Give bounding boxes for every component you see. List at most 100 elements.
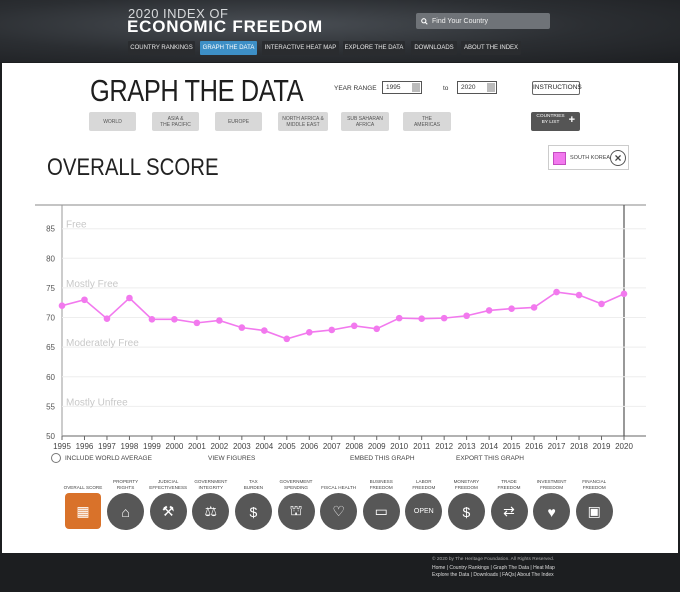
embed-graph-link[interactable]: EMBED THIS GRAPH (350, 455, 415, 462)
y-tick-label: 65 (46, 343, 55, 352)
nav-about-the-index[interactable]: ABOUT THE INDEX (461, 41, 521, 55)
safe-icon: ▣ (575, 493, 613, 530)
data-point (171, 316, 178, 323)
category-labor-freedom[interactable]: LABOR FREEDOM OPEN (402, 473, 446, 530)
line-chart: 50 55 60 65 70 75 80 85 Free Mostly Free Moderatel… (35, 204, 646, 451)
x-tick-label: 2020 (615, 442, 633, 451)
data-point (283, 335, 291, 343)
data-point (440, 314, 448, 322)
band-label: Free (66, 220, 87, 231)
category-label: GOVERNMENT SPENDING (279, 479, 313, 490)
category-label: OVERALL SCORE (63, 485, 103, 490)
category-government-integrity[interactable]: GOVERNMENT INTEGRITY ⚖ (189, 473, 233, 530)
x-tick-label: 2015 (503, 442, 521, 451)
page-title: GRAPH THE DATA (90, 73, 304, 108)
view-figures-link[interactable]: VIEW FIGURES (208, 455, 256, 462)
nav-downloads[interactable]: DOWNLOADS (411, 41, 457, 55)
category-fiscal-health[interactable]: FISCAL HEALTH ♡ (317, 473, 361, 530)
category-label: FINANCIAL FREEDOM (582, 479, 607, 490)
export-graph-link[interactable]: EXPORT THIS GRAPH (456, 455, 524, 462)
category-government-spending[interactable]: GOVERNMENT SPENDING ⛫ (274, 473, 318, 530)
x-tick-label: 1999 (143, 442, 161, 451)
x-tick-label: 2000 (166, 442, 184, 451)
data-point (418, 315, 425, 323)
chart-title: OVERALL SCORE (47, 154, 219, 181)
x-tick-label: 2003 (233, 442, 251, 451)
include-world-average-label[interactable]: INCLUDE WORLD AVERAGE (65, 455, 152, 462)
year-from-select[interactable]: 1995 (382, 81, 422, 94)
category-property-rights[interactable]: PROPERTY RIGHTS ⌂ (104, 473, 148, 530)
search-placeholder: Find Your Country (432, 17, 489, 25)
year-to-select[interactable]: 2020 (457, 81, 497, 94)
region-north-africa-middle-east[interactable]: NORTH AFRICA & MIDDLE EAST (278, 112, 328, 131)
brand-subtitle: 2020 INDEX OF (128, 6, 229, 21)
category-monetary-freedom[interactable]: MONETARY FREEDOM $ (444, 473, 488, 530)
site-header: 2020 INDEX OF ECONOMIC FREEDOM Find Your… (0, 0, 680, 62)
category-tax-burden[interactable]: TAX BURDEN $ (231, 473, 275, 530)
y-tick-label: 55 (46, 402, 55, 411)
data-point (126, 294, 133, 302)
x-tick-label: 2017 (548, 442, 566, 451)
plus-icon: + (568, 114, 575, 126)
data-point (598, 300, 605, 308)
region-the-americas[interactable]: THE AMERICAS (403, 112, 451, 131)
band-label: Moderately Free (66, 338, 139, 349)
data-point (328, 326, 336, 334)
category-label: GOVERNMENT INTEGRITY (194, 479, 228, 490)
search-input[interactable]: Find Your Country (416, 13, 550, 29)
x-tick-label: 1997 (98, 442, 116, 451)
legend-swatch (553, 152, 566, 165)
category-label: INVESTMENT FREEDOM (536, 479, 567, 490)
x-tick-label: 2012 (435, 442, 453, 451)
y-tick-label: 75 (46, 284, 55, 293)
year-range-label: YEAR RANGE (334, 85, 377, 92)
nav-country-rankings[interactable]: COUNTRY RANKINGS (128, 41, 195, 55)
category-label: MONETARY FREEDOM (453, 479, 480, 490)
data-point (148, 316, 156, 323)
region-asia-the-pacific[interactable]: ASIA & THE PACIFIC (152, 112, 199, 131)
globe-arrows-icon: ⇄ (490, 493, 528, 530)
world-average-radio[interactable] (51, 453, 61, 463)
scales-icon: ⚖ (192, 493, 230, 530)
nav-explore-the-data[interactable]: EXPLORE THE DATA (343, 41, 405, 55)
legend-country-label: SOUTH KOREA (570, 155, 611, 161)
data-point (463, 312, 470, 320)
nav-interactive-heat-map[interactable]: INTERACTIVE HEAT MAP (262, 41, 339, 55)
footer-links-row1[interactable]: Home | Country Rankings | Graph The Data… (432, 565, 555, 571)
data-point (81, 296, 88, 304)
category-financial-freedom[interactable]: FINANCIAL FREEDOM ▣ (572, 473, 616, 530)
close-icon[interactable]: × (610, 150, 626, 166)
money-bag-icon: $ (234, 493, 272, 530)
x-tick-label: 2004 (255, 442, 273, 451)
to-label: to (443, 85, 449, 92)
x-tick-label: 1996 (76, 442, 94, 451)
data-point (216, 317, 223, 324)
data-point (305, 329, 313, 336)
category-label: FISCAL HEALTH (321, 485, 357, 490)
region-sub-saharan-africa[interactable]: SUB SAHARAN AFRICA (341, 112, 389, 131)
data-point (238, 324, 246, 331)
x-tick-label: 2002 (210, 442, 228, 451)
x-tick-label: 1998 (121, 442, 139, 451)
data-point (395, 314, 403, 322)
y-tick-label: 80 (46, 254, 55, 263)
category-trade-freedom[interactable]: TRADE FREEDOM ⇄ (487, 473, 531, 530)
category-investment-freedom[interactable]: INVESTMENT FREEDOM ♥ (530, 473, 574, 530)
data-point (193, 319, 201, 327)
piggy-bank-icon: ♥ (533, 493, 571, 530)
countries-by-list-button[interactable]: COUNTRIES BY LIST + (531, 112, 580, 131)
x-tick-label: 2019 (593, 442, 611, 451)
x-tick-label: 2008 (345, 442, 363, 451)
x-tick-label: 2010 (390, 442, 408, 451)
region-world[interactable]: WORLD (89, 112, 136, 131)
nav-graph-the-data[interactable]: GRAPH THE DATA (200, 41, 257, 55)
category-judicial-effectiveness[interactable]: JUDICIAL EFFECTIVENESS ⚒ (146, 473, 190, 530)
legend-country-chip: SOUTH KOREA × (548, 145, 629, 170)
y-tick-label: 85 (46, 225, 55, 234)
brand-logo[interactable]: ECONOMIC FREEDOM (127, 17, 324, 36)
instructions-button[interactable]: INSTRUCTIONS (532, 81, 582, 95)
category-business-freedom[interactable]: BUSINESS FREEDOM ▭ (359, 473, 403, 530)
category-overall-score[interactable]: OVERALL SCORE ▦ (61, 473, 105, 529)
region-europe[interactable]: EUROPE (215, 112, 262, 131)
footer-links-row2[interactable]: Explore the Data | Downloads | FAQs| Abo… (432, 572, 554, 578)
